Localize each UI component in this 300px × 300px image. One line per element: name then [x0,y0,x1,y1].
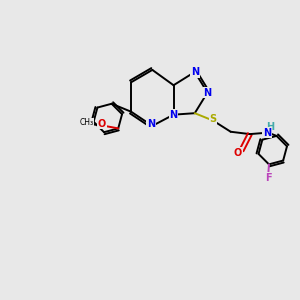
Text: N: N [263,128,271,138]
Text: H: H [266,122,274,132]
Text: N: N [203,88,211,98]
Text: O: O [98,119,106,129]
Text: N: N [191,67,199,77]
Text: O: O [234,148,242,158]
Text: N: N [169,110,178,120]
Text: CH₃: CH₃ [80,118,94,127]
Text: F: F [265,173,272,183]
Text: S: S [209,114,217,124]
Text: N: N [147,119,155,129]
